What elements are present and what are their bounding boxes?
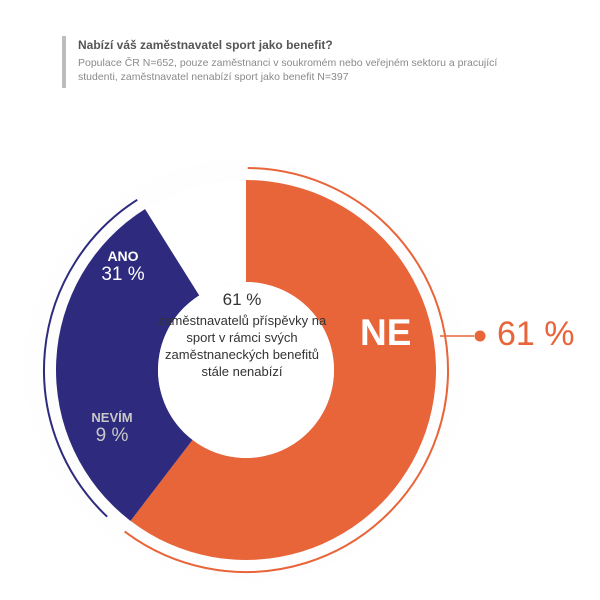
slice-name-ne: NE: [360, 312, 412, 353]
chart-title: Nabízí váš zaměstnavatel sport jako bene…: [78, 38, 333, 52]
slice-label-nevim: NEVÍM 9 %: [84, 410, 140, 447]
header-accent-bar: [62, 36, 66, 88]
callout-dot: [474, 330, 486, 342]
donut-slice-nevim: [145, 180, 246, 296]
slice-value-ano: 31 %: [101, 264, 145, 285]
chart-subtitle: Populace ČR N=652, pouze zaměstnanci v s…: [78, 57, 498, 83]
slice-value-nevim: 9 %: [95, 425, 129, 446]
center-value: 61 %: [222, 290, 262, 309]
outer-arc-ne: [124, 167, 449, 573]
slice-name-ano: ANO: [107, 248, 139, 264]
slice-label-ano: ANO 31 %: [93, 248, 153, 286]
slice-value-ne: 61 %: [497, 315, 575, 353]
outer-arc-ano: [43, 198, 138, 518]
center-annotation: 61 % zaměstnavatelů příspěvky na sport v…: [152, 290, 332, 380]
center-description: zaměstnavatelů příspěvky na sport v rámc…: [157, 313, 327, 379]
slice-name-nevim: NEVÍM: [91, 410, 133, 425]
donut-hole: [158, 282, 334, 458]
donut-slice-ano: [56, 209, 200, 521]
donut-slice-ne: [130, 180, 436, 560]
